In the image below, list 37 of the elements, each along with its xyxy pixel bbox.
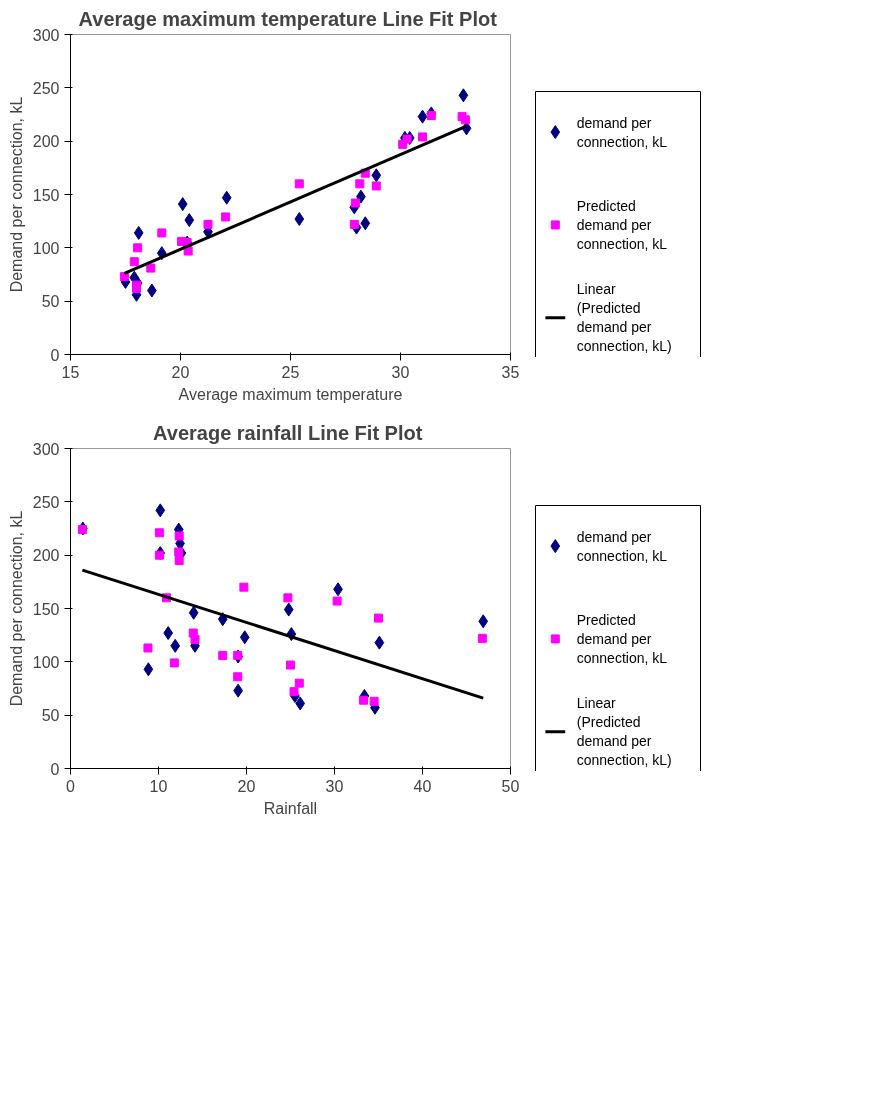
legend-label: demand per connection, kL — [576, 528, 668, 564]
y-tick-label: 250 — [32, 493, 60, 511]
x-tick-label: 0 — [66, 777, 76, 795]
y-tick-label: 200 — [32, 547, 60, 565]
x-tick-label: 20 — [237, 777, 256, 795]
x-tick-label: 20 — [171, 363, 190, 381]
x-tick-label: 10 — [149, 777, 168, 795]
y-tick-label: 0 — [50, 760, 60, 778]
x-tick-label: 50 — [501, 777, 520, 795]
legend-label: Predicted demand per connection, kL — [576, 197, 668, 253]
y-tick-label: 300 — [32, 440, 60, 458]
y-tick-label: 50 — [41, 293, 60, 311]
y-tick-label: 250 — [32, 79, 60, 97]
chart-title: Average rainfall Line Fit Plot — [153, 421, 423, 444]
x-axis-title: Average maximum temperature — [178, 385, 403, 403]
legend-label: Linear (Predicted demand per connection, kL) — [576, 280, 672, 355]
chart-title: Average maximum temperature Line Fit Plot — [78, 7, 498, 30]
y-axis-title: Demand per connection, kL — [7, 96, 25, 293]
y-axis-title: Demand per connection, kL — [7, 510, 25, 707]
y-tick-label: 150 — [32, 600, 60, 618]
y-tick-label: 100 — [32, 653, 60, 671]
legend-label: Predicted demand per connection, kL — [576, 611, 668, 667]
x-axis-title: Rainfall — [263, 799, 318, 817]
y-tick-label: 100 — [32, 239, 60, 257]
y-tick-label: 150 — [32, 186, 60, 204]
y-tick-label: 200 — [32, 133, 60, 151]
x-tick-label: 15 — [61, 363, 80, 381]
y-tick-label: 50 — [41, 707, 60, 725]
x-tick-label: 35 — [501, 363, 520, 381]
y-tick-label: 300 — [32, 26, 60, 44]
legend-label: demand per connection, kL — [576, 114, 668, 150]
x-tick-label: 30 — [325, 777, 344, 795]
legend-label: Linear (Predicted demand per connection, kL) — [576, 694, 672, 769]
x-tick-label: 25 — [281, 363, 300, 381]
y-tick-label: 0 — [50, 346, 60, 364]
x-tick-label: 40 — [413, 777, 432, 795]
x-tick-label: 30 — [391, 363, 410, 381]
